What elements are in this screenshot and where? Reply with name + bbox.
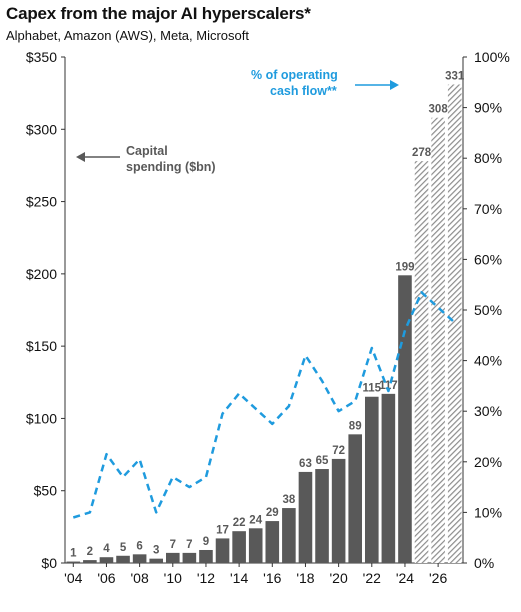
- bar-value-label: 117: [379, 380, 398, 392]
- bar-value-label: 24: [249, 514, 262, 526]
- left-axis-tick-label: $0: [41, 555, 57, 571]
- x-axis-tick-label: '04: [64, 570, 82, 586]
- x-axis-tick-label: '16: [263, 570, 281, 586]
- bar-value-label: 38: [282, 494, 295, 506]
- x-axis-tick-label: '08: [131, 570, 149, 586]
- bar-value-label: 4: [103, 543, 110, 555]
- capex-annotation-line1: Capital: [126, 144, 168, 158]
- ocf-percent-line: [72, 291, 456, 519]
- right-axis-tick-label: 30%: [474, 403, 502, 419]
- bar-value-label: 308: [429, 104, 449, 116]
- x-axis-tick-label: '12: [197, 570, 215, 586]
- bar-capex: [282, 508, 296, 563]
- bar-capex: [232, 531, 246, 563]
- bar-capex: [381, 393, 396, 563]
- left-axis-tick-label: $150: [26, 338, 57, 354]
- bar-capex: [99, 557, 114, 563]
- x-axis-tick-label: '14: [230, 570, 248, 586]
- right-axis-tick-label: 40%: [474, 353, 502, 369]
- bar-value-label: 115: [363, 383, 382, 395]
- bar-capex: [265, 521, 280, 563]
- right-axis-tick-label: 0%: [474, 555, 494, 571]
- x-axis-tick-label: '24: [396, 570, 414, 586]
- left-axis-tick-label: $100: [26, 410, 57, 426]
- bar-capex-estimate: [431, 117, 445, 563]
- left-axis-tick-label: $50: [34, 483, 58, 499]
- chart-title: Capex from the major AI hyperscalers*: [6, 4, 311, 23]
- bar-capex: [199, 549, 213, 563]
- bar-capex: [248, 528, 263, 563]
- bar-capex: [398, 275, 412, 563]
- bar-capex: [215, 538, 230, 563]
- right-axis-tick-label: 90%: [474, 100, 502, 116]
- bar-capex: [132, 554, 147, 563]
- bar-value-label: 7: [170, 539, 176, 551]
- bar-value-label: 1: [70, 548, 77, 560]
- bar-capex: [348, 434, 363, 563]
- x-axis-tick-label: '18: [296, 570, 314, 586]
- ocf-annotation-line2: cash flow**: [270, 84, 337, 98]
- bar-value-label: 6: [136, 540, 142, 552]
- right-axis-tick-label: 80%: [474, 150, 502, 166]
- ocf-arrow-head: [390, 80, 399, 90]
- bar-capex: [83, 560, 97, 563]
- bar-capex-estimate: [447, 84, 462, 564]
- x-axis-tick-label: '10: [164, 570, 182, 586]
- left-axis-tick-label: $250: [26, 194, 57, 210]
- capex-arrow-head: [76, 152, 85, 162]
- bar-value-label: 278: [412, 147, 432, 159]
- x-axis-tick-label: '26: [429, 570, 447, 586]
- bar-capex: [66, 561, 81, 563]
- bar-value-label: 22: [233, 517, 246, 529]
- bar-value-label: 9: [203, 536, 209, 548]
- bar-capex: [116, 555, 130, 563]
- bar-value-label: 5: [120, 542, 127, 554]
- bar-value-label: 199: [395, 261, 414, 273]
- bar-capex: [149, 558, 164, 563]
- bar-value-label: 29: [266, 507, 279, 519]
- right-axis-tick-label: 100%: [474, 49, 510, 65]
- right-axis-tick-label: 50%: [474, 302, 502, 318]
- bar-value-label: 65: [316, 455, 329, 467]
- x-axis-tick-label: '22: [363, 570, 381, 586]
- bar-capex-estimate: [414, 161, 429, 563]
- right-axis-tick-label: 20%: [474, 454, 502, 470]
- x-axis-tick-label: '20: [330, 570, 348, 586]
- bar-value-label: 3: [153, 545, 159, 557]
- bar-value-label: 331: [445, 70, 465, 82]
- ocf-annotation-line1: % of operating: [251, 68, 338, 82]
- bar-capex: [315, 469, 329, 563]
- right-axis-tick-label: 70%: [474, 201, 502, 217]
- bar-value-label: 72: [332, 445, 345, 457]
- left-axis-tick-label: $350: [26, 49, 57, 65]
- left-axis-tick-label: $300: [26, 121, 57, 137]
- bar-value-label: 17: [216, 524, 229, 536]
- bar-value-label: 89: [349, 420, 362, 432]
- bar-capex: [298, 471, 313, 563]
- bar-value-label: 63: [299, 458, 312, 470]
- bar-capex: [182, 552, 197, 563]
- left-axis-tick-label: $200: [26, 266, 57, 282]
- right-axis-tick-label: 10%: [474, 504, 502, 520]
- bar-value-label: 7: [186, 539, 192, 551]
- bar-capex: [165, 552, 180, 563]
- right-axis-tick-label: 60%: [474, 251, 502, 267]
- x-axis-tick-label: '06: [97, 570, 115, 586]
- capex-annotation-line2: spending ($bn): [126, 160, 216, 174]
- chart-subtitle: Alphabet, Amazon (AWS), Meta, Microsoft: [6, 28, 249, 43]
- bar-capex: [364, 396, 379, 563]
- bar-capex: [331, 458, 346, 563]
- bar-value-label: 2: [87, 546, 93, 558]
